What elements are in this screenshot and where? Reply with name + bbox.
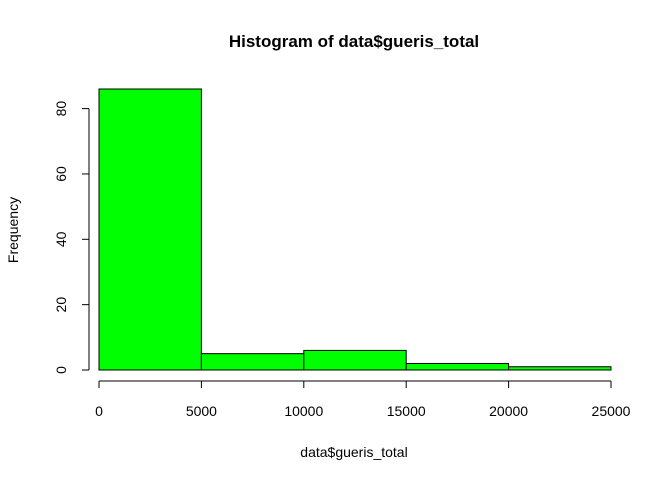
- y-axis: 0 20 40 60 80: [53, 101, 90, 374]
- y-tick-label: 20: [53, 297, 69, 313]
- y-tick-label: 80: [53, 101, 69, 117]
- histogram-bar-3: [405, 362, 510, 371]
- x-tick-label: 15000: [387, 403, 426, 419]
- y-tick-label: 0: [53, 366, 69, 374]
- x-tick-label: 20000: [489, 403, 528, 419]
- x-tick-label: 10000: [284, 403, 323, 419]
- y-tick-label: 40: [53, 231, 69, 247]
- bars-group: [98, 88, 612, 371]
- histogram-bar-2: [303, 349, 407, 371]
- x-axis: 0 5000 10000 15000 20000 25000: [95, 380, 631, 419]
- histogram-bar-0: [98, 88, 202, 371]
- x-tick-label: 25000: [592, 403, 631, 419]
- y-axis-label: Frequency: [5, 197, 21, 263]
- y-tick-label: 60: [53, 166, 69, 182]
- chart-title: Histogram of data$gueris_total: [229, 32, 479, 51]
- histogram-bar-1: [200, 353, 305, 371]
- x-tick-label: 0: [95, 403, 103, 419]
- x-tick-label: 5000: [186, 403, 217, 419]
- histogram-bar-4: [508, 366, 612, 371]
- x-axis-label: data$gueris_total: [300, 444, 407, 460]
